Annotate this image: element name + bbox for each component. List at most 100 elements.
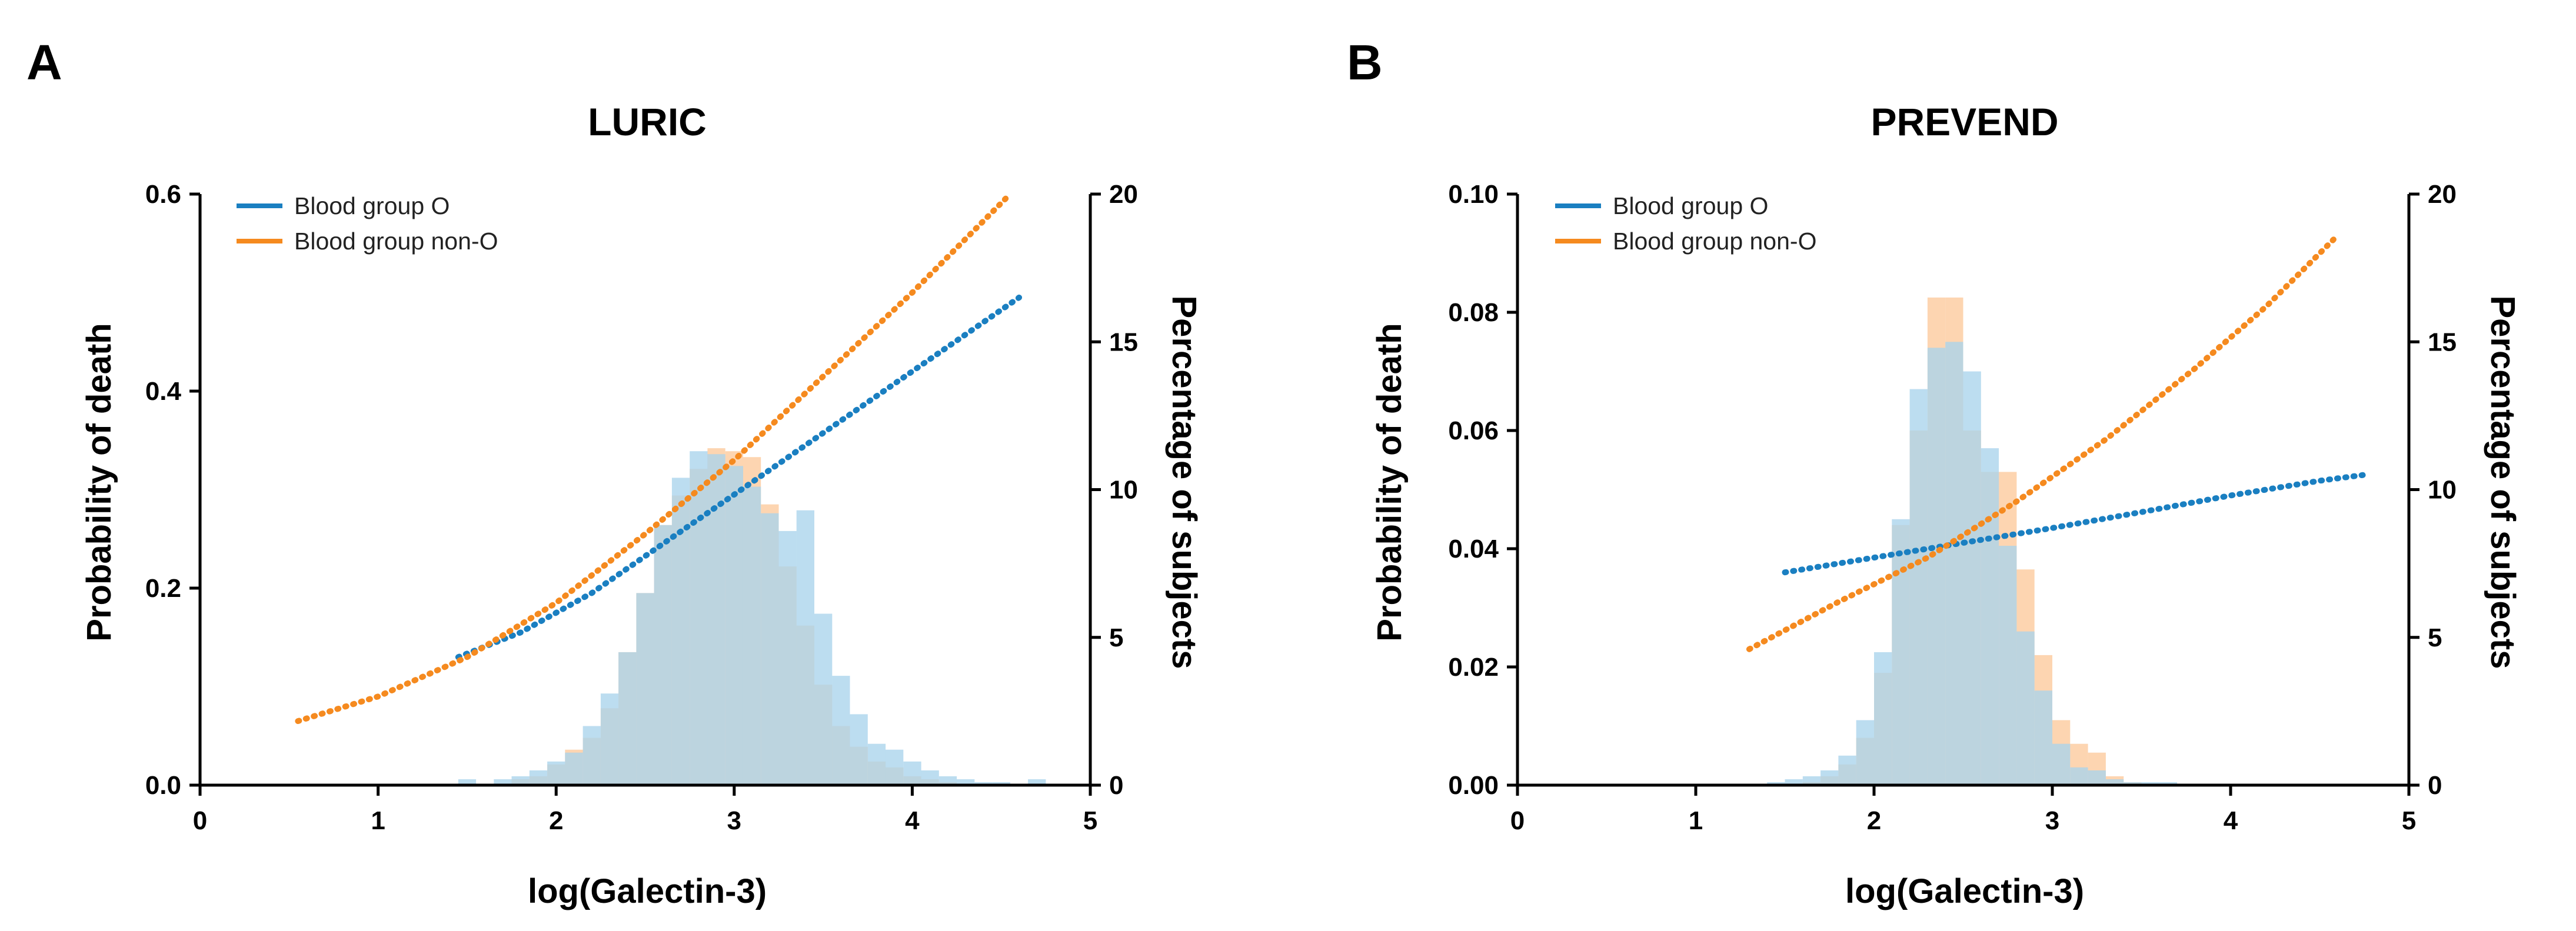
- y-tick-label: 0.02: [1448, 653, 1499, 682]
- y2-tick-label: 5: [2428, 623, 2442, 652]
- legend: Blood group O Blood group non-O: [1555, 192, 1816, 255]
- hist-bar-o: [583, 726, 601, 785]
- hist-bar-o: [1838, 755, 1856, 786]
- hist-bar-o: [2088, 770, 2106, 785]
- panel-letter: A: [26, 35, 62, 90]
- line-layer: [295, 191, 1022, 725]
- x-tick-label: 2: [549, 806, 563, 835]
- hist-bar-o: [832, 676, 850, 785]
- hist-bar-o: [850, 714, 868, 785]
- legend-label-non-o: Blood group non-O: [294, 228, 498, 255]
- y-axis-label: Probability of death: [1370, 323, 1409, 641]
- series-line-o: [455, 294, 1022, 660]
- y2-tick-label: 15: [1109, 328, 1138, 356]
- panel-b: B PREVEND 0 1 2 3 4 5 0.00 0.02 0.04 0.06 0.08 0.10…: [1288, 0, 2576, 931]
- hist-bar-o: [1892, 519, 1910, 786]
- x-tick-label: 0: [1510, 806, 1525, 835]
- hist-bar-o: [778, 530, 797, 785]
- hist-bar-o: [938, 776, 957, 785]
- histogram-layer: [1767, 297, 2178, 786]
- hist-bar-o: [1785, 779, 1803, 785]
- hist-bar-o: [2052, 743, 2071, 785]
- y2-tick-label: 10: [1109, 476, 1138, 505]
- legend-label-o: Blood group O: [294, 192, 450, 219]
- y-tick-label: 0.08: [1448, 298, 1499, 327]
- x-tick-label: 4: [905, 806, 920, 835]
- y-tick-label: 0.2: [145, 574, 181, 603]
- hist-bar-o: [671, 478, 690, 785]
- hist-bar-o: [743, 486, 761, 785]
- hist-bar-o: [2034, 690, 2052, 785]
- hist-bar-o: [957, 779, 975, 785]
- x-tick-label: 2: [1867, 806, 1881, 835]
- y2-tick-label: 15: [2428, 328, 2457, 356]
- hist-bar-o: [2105, 779, 2124, 785]
- hist-bar-o: [547, 761, 565, 785]
- hist-bar-o: [529, 770, 548, 785]
- series-line-non-o: [1746, 232, 2341, 652]
- hist-bar-o: [458, 779, 477, 785]
- x-tick-label: 1: [1689, 806, 1703, 835]
- hist-bar-o: [494, 779, 512, 785]
- hist-bar-o: [654, 525, 672, 785]
- y-tick-label: 0.0: [145, 771, 181, 800]
- y2-tick-label: 0: [1109, 771, 1123, 800]
- x-axis-label: log(Galectin-3): [528, 872, 767, 910]
- y2-tick-label: 20: [2428, 180, 2457, 209]
- y2-tick-label: 5: [1109, 623, 1123, 652]
- hist-bar-o: [690, 451, 708, 785]
- hist-bar-o: [2016, 631, 2035, 785]
- x-tick-label: 3: [727, 806, 741, 835]
- hist-bar-o: [636, 593, 654, 785]
- x-axis-label: log(Galectin-3): [1845, 872, 2084, 910]
- series-line-o: [1782, 472, 2368, 576]
- legend: Blood group O Blood group non-O: [237, 192, 498, 255]
- hist-bar-o: [1874, 652, 1892, 785]
- chart-prevend: B PREVEND 0 1 2 3 4 5 0.00 0.02 0.04 0.06 0.08 0.10…: [1347, 35, 2522, 910]
- line-layer: [1746, 232, 2368, 652]
- hist-bar-o: [886, 749, 904, 785]
- y-axis-label: Probability of death: [80, 323, 118, 641]
- hist-bar-o: [1909, 389, 1928, 785]
- y-tick-label: 0.4: [145, 377, 182, 406]
- y-tick-label: 0.06: [1448, 416, 1499, 445]
- x-tick-label: 5: [1083, 806, 1097, 835]
- hist-bar-o: [1856, 720, 1874, 785]
- hist-bar-o: [796, 510, 814, 785]
- y2-tick-label: 20: [1109, 180, 1138, 209]
- panel-letter: B: [1347, 35, 1383, 90]
- hist-bar-o: [1999, 546, 2017, 785]
- hist-bar-o: [511, 776, 530, 785]
- y-tick-label: 0.04: [1448, 535, 1499, 563]
- y2-axis-label: Percentage of subjects: [2484, 296, 2522, 669]
- hist-bar-o: [1820, 770, 1839, 785]
- y-tick-label: 0.00: [1448, 771, 1499, 800]
- hist-bar-o: [1963, 371, 1981, 785]
- hist-bar-o: [903, 761, 921, 785]
- hist-bar-o: [921, 770, 939, 785]
- hist-bar-o: [1028, 779, 1046, 785]
- hist-bar-o: [565, 752, 583, 785]
- x-tick-label: 5: [2402, 806, 2416, 835]
- y2-tick-label: 0: [2428, 771, 2442, 800]
- hist-bar-o: [725, 466, 743, 785]
- hist-bar-o: [1945, 342, 1963, 786]
- hist-bar-o: [600, 693, 619, 785]
- x-tick-label: 1: [371, 806, 385, 835]
- y2-tick-label: 10: [2428, 476, 2457, 505]
- hist-bar-o: [1802, 776, 1821, 785]
- chart-title: PREVEND: [1871, 100, 2058, 144]
- legend-label-o: Blood group O: [1613, 192, 1768, 219]
- hist-bar-o: [1981, 448, 1999, 785]
- hist-bar-o: [814, 613, 833, 785]
- legend-label-non-o: Blood group non-O: [1613, 228, 1816, 255]
- chart-title: LURIC: [588, 100, 707, 144]
- x-tick-label: 0: [193, 806, 207, 835]
- hist-bar-o: [867, 743, 886, 785]
- hist-bar-o: [761, 513, 779, 785]
- hist-bar-o: [618, 652, 637, 785]
- hist-bar-o: [2070, 767, 2088, 785]
- series-line-non-o: [295, 191, 1013, 725]
